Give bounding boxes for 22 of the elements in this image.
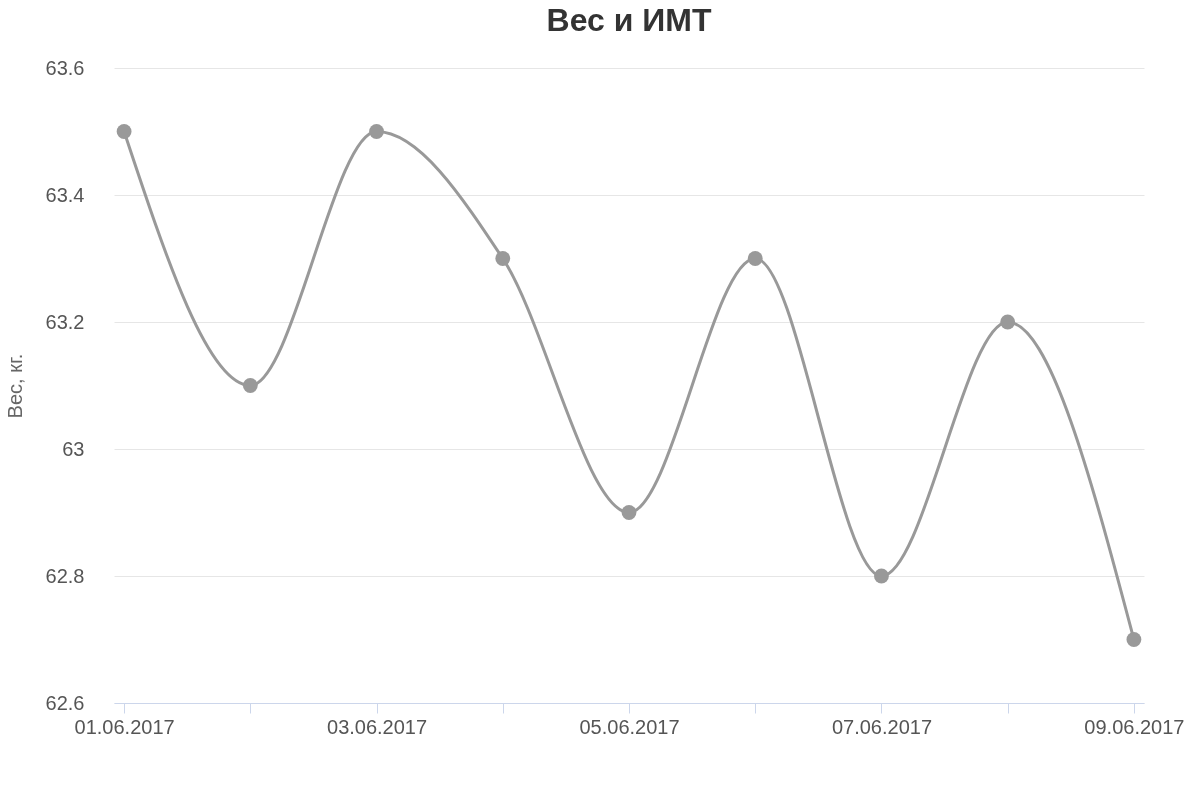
- point: [242, 378, 258, 393]
- point: [874, 568, 889, 584]
- point: [369, 124, 384, 139]
- y-tick-label: 62.8: [45, 564, 85, 587]
- y-tick-label: 63.6: [45, 56, 85, 79]
- x-tick-label: 07.06.2017: [831, 715, 933, 738]
- y-tick-label: 63.4: [45, 183, 85, 206]
- point: [1126, 632, 1142, 647]
- point: [116, 124, 132, 139]
- x-tick-label: 09.06.2017: [1084, 715, 1185, 738]
- chart-title: Вес и ИМТ: [546, 2, 712, 38]
- y-tick-label: 63: [62, 437, 85, 460]
- point: [1000, 314, 1016, 330]
- x-tick-label: 05.06.2017: [579, 715, 680, 738]
- x-tick-label: 01.06.2017: [74, 715, 175, 738]
- point: [747, 251, 763, 266]
- point: [621, 505, 637, 520]
- y-axis-title: Вес, кг.: [3, 353, 26, 419]
- x-tick-label: 03.06.2017: [326, 715, 428, 738]
- point: [495, 251, 511, 266]
- y-tick-label: 62.6: [45, 691, 85, 714]
- y-tick-label: 63.2: [45, 310, 85, 333]
